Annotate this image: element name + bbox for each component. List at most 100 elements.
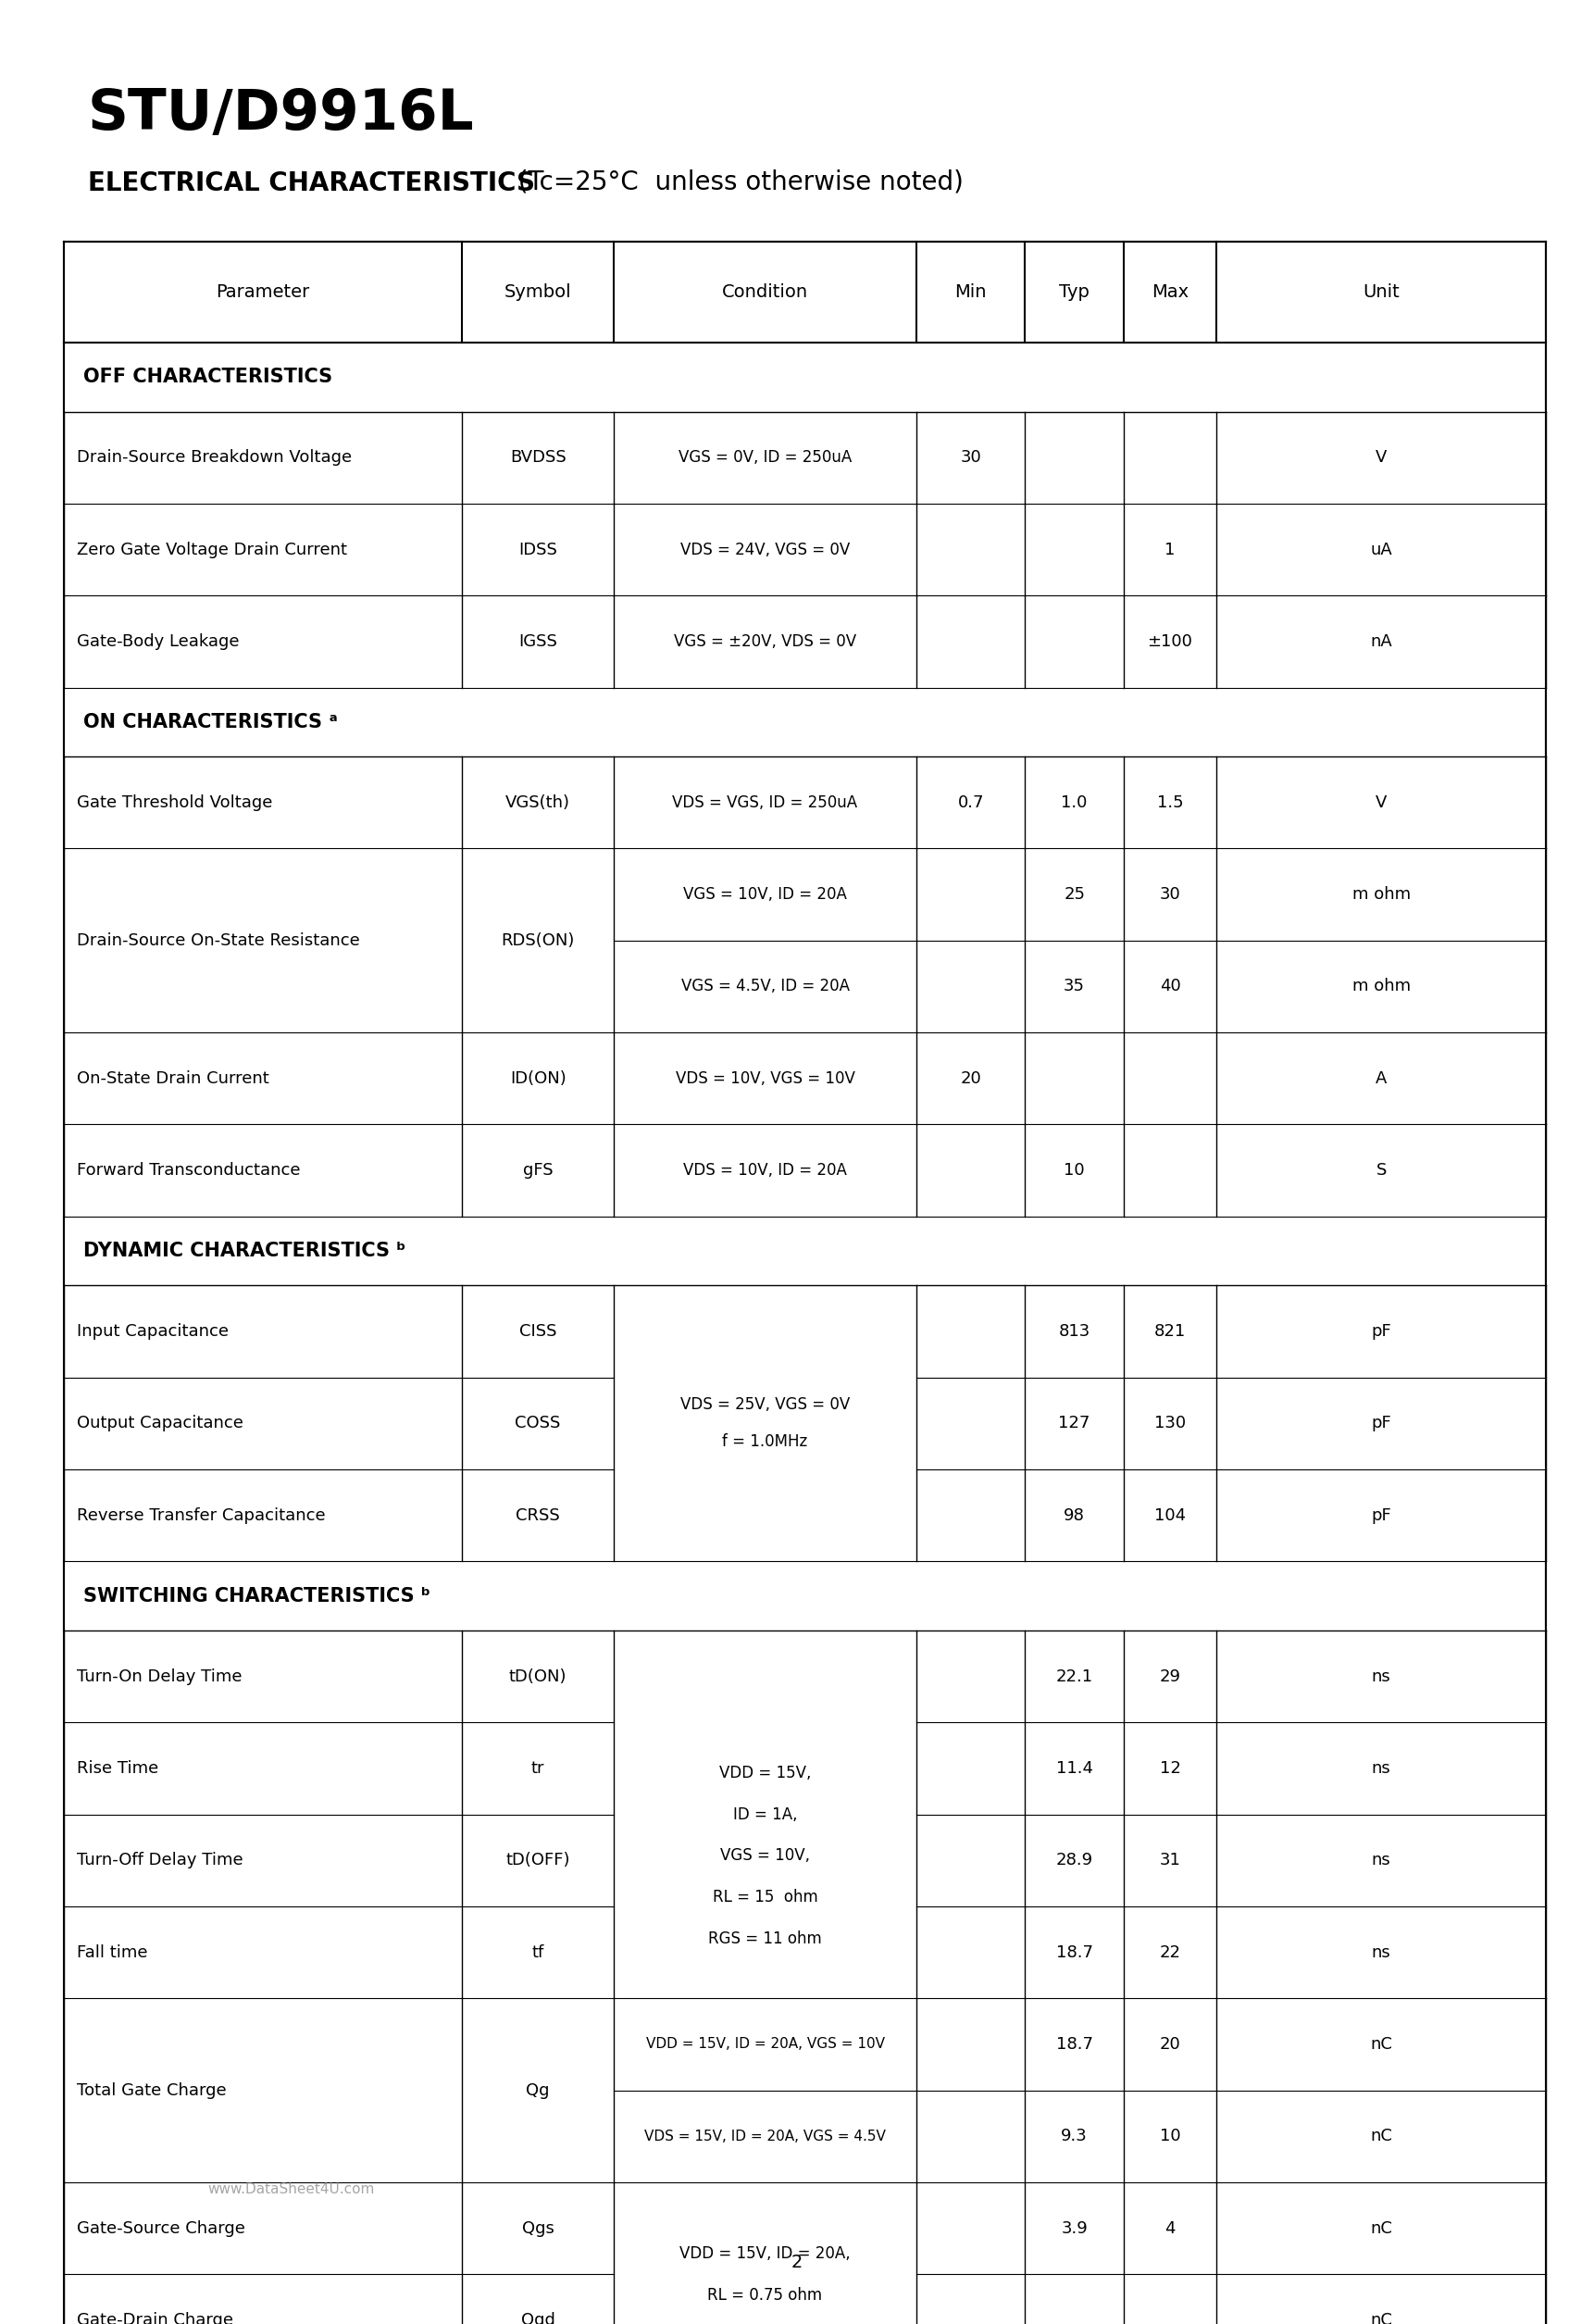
Text: RDS(ON): RDS(ON)	[501, 932, 575, 948]
Text: ns: ns	[1371, 1943, 1392, 1961]
Text: VDS = 15V, ID = 20A, VGS = 4.5V: VDS = 15V, ID = 20A, VGS = 4.5V	[644, 2129, 886, 2143]
Text: RL = 0.75 ohm: RL = 0.75 ohm	[708, 2287, 823, 2303]
Text: (Tc=25°C  unless otherwise noted): (Tc=25°C unless otherwise noted)	[502, 170, 964, 195]
Text: Qg: Qg	[526, 2082, 550, 2099]
Text: A: A	[1376, 1069, 1387, 1088]
Text: tr: tr	[531, 1759, 545, 1776]
Text: 22.1: 22.1	[1055, 1669, 1093, 1685]
Text: 130: 130	[1154, 1415, 1186, 1432]
Text: OFF CHARACTERISTICS: OFF CHARACTERISTICS	[83, 367, 332, 386]
Text: 3.9: 3.9	[1062, 2219, 1087, 2236]
Text: RGS = 11 ohm: RGS = 11 ohm	[708, 1931, 823, 1948]
Text: Rise Time: Rise Time	[77, 1759, 158, 1776]
Text: tf: tf	[532, 1943, 544, 1961]
Text: tD(OFF): tD(OFF)	[505, 1852, 571, 1868]
Text: Gate-Source Charge: Gate-Source Charge	[77, 2219, 245, 2236]
Text: 20: 20	[960, 1069, 982, 1088]
Text: 1: 1	[1165, 541, 1175, 558]
Text: ID(ON): ID(ON)	[510, 1069, 566, 1088]
Text: nC: nC	[1371, 2036, 1392, 2052]
Text: m ohm: m ohm	[1352, 885, 1411, 902]
Text: 10: 10	[1063, 1162, 1086, 1178]
Text: 28.9: 28.9	[1055, 1852, 1093, 1868]
Text: 9.3: 9.3	[1062, 2129, 1087, 2145]
Text: V: V	[1376, 449, 1387, 465]
Text: VGS = 10V,: VGS = 10V,	[720, 1848, 810, 1864]
Text: On-State Drain Current: On-State Drain Current	[77, 1069, 269, 1088]
Text: ns: ns	[1371, 1759, 1392, 1776]
Text: 1.5: 1.5	[1157, 795, 1183, 811]
Text: pF: pF	[1371, 1506, 1392, 1525]
Text: 11.4: 11.4	[1055, 1759, 1093, 1776]
Text: nC: nC	[1371, 2219, 1392, 2236]
Text: 31: 31	[1159, 1852, 1181, 1868]
Text: CISS: CISS	[520, 1322, 556, 1339]
Text: Unit: Unit	[1363, 284, 1400, 300]
Text: ON CHARACTERISTICS ᵃ: ON CHARACTERISTICS ᵃ	[83, 713, 338, 732]
Text: VDS = 24V, VGS = 0V: VDS = 24V, VGS = 0V	[681, 541, 850, 558]
Text: SWITCHING CHARACTERISTICS ᵇ: SWITCHING CHARACTERISTICS ᵇ	[83, 1587, 430, 1606]
Text: VDD = 15V, ID = 20A, VGS = 10V: VDD = 15V, ID = 20A, VGS = 10V	[646, 2038, 885, 2052]
Text: VDS = 25V, VGS = 0V: VDS = 25V, VGS = 0V	[681, 1397, 850, 1413]
Text: Gate-Body Leakage: Gate-Body Leakage	[77, 632, 239, 651]
Text: COSS: COSS	[515, 1415, 561, 1432]
Text: ns: ns	[1371, 1669, 1392, 1685]
Text: Min: Min	[955, 284, 987, 300]
Text: nA: nA	[1371, 632, 1392, 651]
Text: VDD = 15V, ID = 20A,: VDD = 15V, ID = 20A,	[679, 2245, 851, 2261]
Text: 22: 22	[1159, 1943, 1181, 1961]
Text: 30: 30	[960, 449, 982, 465]
Text: 12: 12	[1159, 1759, 1181, 1776]
Text: m ohm: m ohm	[1352, 978, 1411, 995]
Text: VDS = VGS, ID = 250uA: VDS = VGS, ID = 250uA	[673, 795, 858, 811]
Text: 1.0: 1.0	[1062, 795, 1087, 811]
Text: RL = 15  ohm: RL = 15 ohm	[713, 1889, 818, 1906]
Text: pF: pF	[1371, 1322, 1392, 1339]
Text: 0.7: 0.7	[958, 795, 983, 811]
Text: www.DataSheet4U.com: www.DataSheet4U.com	[207, 2182, 375, 2196]
Text: 104: 104	[1154, 1506, 1186, 1525]
Text: VDS = 10V, ID = 20A: VDS = 10V, ID = 20A	[684, 1162, 846, 1178]
Text: Typ: Typ	[1058, 284, 1090, 300]
Text: ID = 1A,: ID = 1A,	[733, 1806, 797, 1822]
Text: ELECTRICAL CHARACTERISTICS: ELECTRICAL CHARACTERISTICS	[88, 170, 534, 195]
Text: Reverse Transfer Capacitance: Reverse Transfer Capacitance	[77, 1506, 325, 1525]
Text: VGS = 0V, ID = 250uA: VGS = 0V, ID = 250uA	[679, 449, 851, 465]
Text: Condition: Condition	[722, 284, 808, 300]
Text: ns: ns	[1371, 1852, 1392, 1868]
Text: Gate-Drain Charge: Gate-Drain Charge	[77, 2312, 233, 2324]
Text: VGS(th): VGS(th)	[505, 795, 571, 811]
Text: gFS: gFS	[523, 1162, 553, 1178]
Text: 25: 25	[1063, 885, 1086, 902]
Text: 10: 10	[1159, 2129, 1181, 2145]
Text: CRSS: CRSS	[516, 1506, 559, 1525]
Text: Parameter: Parameter	[217, 284, 309, 300]
Text: VGS = 10V, ID = 20A: VGS = 10V, ID = 20A	[684, 885, 846, 902]
Text: 29: 29	[1159, 1669, 1181, 1685]
Text: Fall time: Fall time	[77, 1943, 147, 1961]
Text: Total Gate Charge: Total Gate Charge	[77, 2082, 226, 2099]
Text: f = 1.0MHz: f = 1.0MHz	[722, 1434, 808, 1450]
Text: Gate Threshold Voltage: Gate Threshold Voltage	[77, 795, 273, 811]
Text: Turn-On Delay Time: Turn-On Delay Time	[77, 1669, 242, 1685]
Text: STU/D9916L: STU/D9916L	[88, 88, 475, 142]
Text: Qgs: Qgs	[521, 2219, 555, 2236]
Text: 127: 127	[1058, 1415, 1090, 1432]
Text: 4: 4	[1165, 2219, 1175, 2236]
Text: VDD = 15V,: VDD = 15V,	[719, 1764, 811, 1780]
Text: 35: 35	[1063, 978, 1086, 995]
Text: Max: Max	[1151, 284, 1189, 300]
Text: Drain-Source On-State Resistance: Drain-Source On-State Resistance	[77, 932, 360, 948]
Text: IDSS: IDSS	[518, 541, 558, 558]
Text: 30: 30	[1159, 885, 1181, 902]
Text: ±100: ±100	[1148, 632, 1192, 651]
Text: 18.7: 18.7	[1055, 2036, 1093, 2052]
Text: uA: uA	[1371, 541, 1392, 558]
Text: Input Capacitance: Input Capacitance	[77, 1322, 228, 1339]
Text: 20: 20	[1159, 2036, 1181, 2052]
Text: IGSS: IGSS	[518, 632, 558, 651]
Text: 18.7: 18.7	[1055, 1943, 1093, 1961]
Text: tD(ON): tD(ON)	[508, 1669, 567, 1685]
Text: VGS = 4.5V, ID = 20A: VGS = 4.5V, ID = 20A	[681, 978, 850, 995]
Text: Symbol: Symbol	[504, 284, 572, 300]
